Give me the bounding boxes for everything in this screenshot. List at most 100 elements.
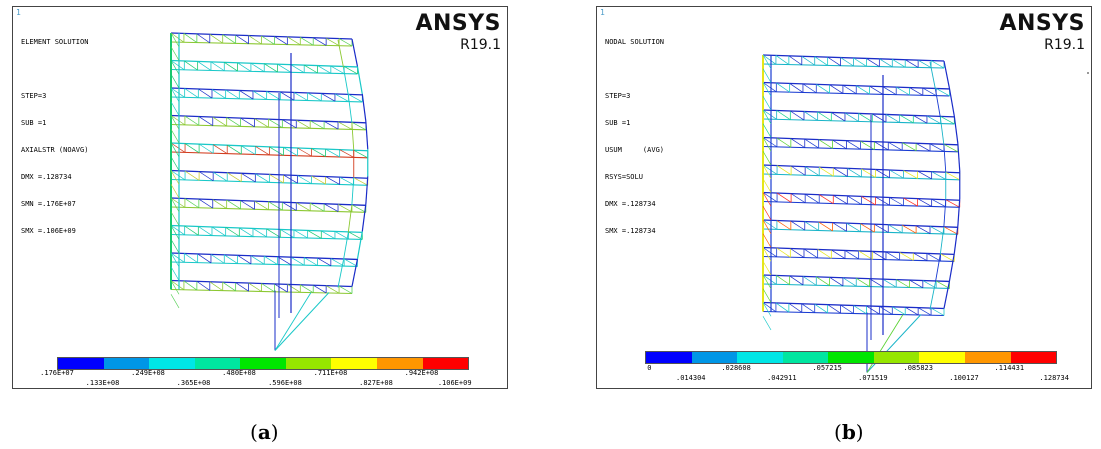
truss-member	[334, 93, 349, 102]
truss-member	[297, 147, 312, 157]
truss-member	[939, 116, 945, 145]
info-line: SUB =1	[21, 119, 47, 127]
truss-member	[762, 82, 772, 97]
truss-member	[197, 61, 212, 71]
legend-color-swatch	[194, 358, 241, 369]
legend-color-swatch	[149, 358, 195, 369]
legend-tick-label: .249E+08	[131, 369, 165, 377]
truss-member	[170, 294, 180, 309]
truss-member	[300, 36, 314, 46]
truss-member	[790, 110, 805, 121]
truss-member	[790, 138, 805, 148]
truss-member	[926, 253, 941, 262]
truss-member	[184, 253, 198, 263]
solution-info: ELEMENT SOLUTION STEP=3 SUB =1 AXIALSTR …	[21, 20, 88, 254]
truss-member	[348, 231, 363, 240]
truss-member	[290, 64, 305, 73]
legend-tick-label: .114431	[994, 364, 1025, 372]
truss-member	[776, 275, 790, 285]
truss-member	[817, 111, 832, 122]
truss-member	[762, 288, 772, 303]
ansys-logo: ANSYS R19.1	[999, 11, 1085, 53]
truss-member	[339, 176, 354, 186]
truss-member	[343, 67, 349, 96]
truss-member	[210, 254, 225, 264]
truss-member	[184, 170, 200, 181]
truss-member	[334, 231, 349, 240]
truss-member	[872, 251, 887, 260]
truss-member	[325, 285, 340, 294]
truss-member	[804, 166, 820, 176]
truss-member	[943, 226, 959, 235]
truss-member	[321, 230, 336, 239]
truss-member	[170, 123, 366, 131]
truss-member	[226, 199, 241, 210]
legend-color-swatch	[828, 352, 874, 363]
truss-member	[866, 58, 880, 67]
truss-member	[365, 176, 369, 205]
truss-member	[762, 255, 955, 262]
truss-member	[353, 149, 368, 159]
truss-member	[853, 305, 867, 315]
truss-member	[872, 113, 887, 123]
truss-member	[762, 68, 772, 83]
truss-member	[931, 171, 946, 180]
truss-member	[287, 284, 301, 293]
truss-member	[323, 203, 339, 212]
truss-member	[860, 140, 875, 150]
truss-member	[170, 266, 180, 281]
nodal-solution-panel: 1 NODAL SOLUTION STEP=3 SUB =1 USUM (AVG…	[596, 6, 1092, 389]
truss-member	[833, 167, 848, 177]
truss-member	[831, 249, 846, 259]
truss-member	[170, 280, 180, 295]
truss-member	[762, 192, 778, 203]
truss-member	[762, 54, 772, 69]
legend-color-swatch	[58, 358, 104, 369]
truss-member	[356, 66, 363, 95]
truss-member	[280, 229, 295, 238]
truss-member	[337, 39, 344, 68]
caption-letter: a	[257, 420, 271, 444]
info-line: ELEMENT SOLUTION	[21, 38, 89, 46]
truss-member	[762, 274, 777, 285]
truss-member	[929, 225, 945, 235]
truss-member	[170, 87, 180, 102]
truss-member	[943, 144, 947, 173]
truss-member	[948, 88, 955, 117]
truss-member	[905, 59, 919, 68]
truss-member	[170, 129, 180, 144]
truss-member	[343, 258, 358, 267]
truss-member	[913, 252, 928, 261]
truss-member	[943, 199, 947, 228]
truss-member	[323, 120, 339, 130]
truss-member	[829, 277, 844, 287]
truss-member	[819, 194, 834, 204]
truss-member	[170, 252, 180, 267]
truss-member	[929, 281, 936, 310]
truss-member	[905, 306, 919, 316]
truss-member	[889, 197, 904, 206]
truss-member	[277, 63, 292, 73]
truss-member	[170, 197, 180, 212]
info-line: SMX =.128734	[605, 227, 656, 235]
truss-member	[198, 143, 214, 154]
truss-member	[866, 305, 880, 315]
truss-member	[269, 174, 284, 184]
truss-member	[196, 33, 210, 44]
truss-member	[790, 193, 806, 204]
caption-letter: b	[841, 420, 856, 444]
truss-member	[762, 302, 772, 317]
truss-member	[935, 89, 941, 118]
truss-member	[227, 172, 242, 182]
truss-member	[254, 200, 269, 210]
truss-member	[226, 117, 241, 127]
truss-member	[762, 178, 772, 193]
info-line: AXIALSTR (NOAVG)	[21, 146, 89, 154]
truss-member	[816, 276, 830, 286]
truss-member	[776, 247, 791, 258]
truss-member	[762, 247, 772, 262]
truss-member	[762, 123, 772, 138]
truss-member	[330, 65, 345, 74]
legend-tick-label: .028608	[721, 364, 751, 372]
truss-member	[248, 35, 262, 45]
